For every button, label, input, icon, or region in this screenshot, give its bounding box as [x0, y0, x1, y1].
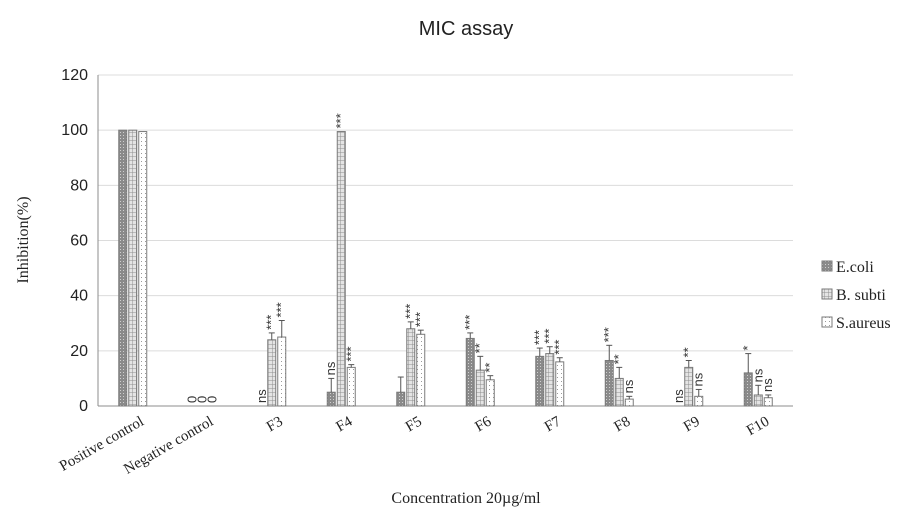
gridlines [98, 74, 793, 352]
significance-label: *** [542, 329, 557, 344]
y-tick-label: 20 [70, 343, 88, 360]
legend: E.coli B. subti S.aureus [821, 259, 891, 332]
significance-label: ns [691, 372, 706, 386]
category-label: F3 [264, 414, 286, 436]
bar-ecoli [535, 355, 545, 407]
y-tick-label: 120 [61, 67, 88, 84]
significance-label: ns [750, 368, 765, 382]
category-label: F10 [744, 414, 772, 440]
bar-saureus [555, 361, 565, 407]
significance-label: 0 [194, 396, 209, 403]
significance-label: *** [343, 346, 358, 361]
significance-label: ns [254, 389, 269, 403]
bar-saureus [763, 397, 773, 407]
bars: 000 ns******ns************ ***************… [118, 113, 775, 407]
bar-saureus [346, 366, 356, 407]
y-axis-title: Inhibition(%) [15, 196, 32, 283]
legend-label: S.aureus [836, 315, 891, 332]
category-label: F5 [403, 414, 425, 436]
y-tick-label: 100 [61, 122, 88, 139]
category-label: F6 [473, 413, 495, 435]
category-label: F7 [542, 413, 564, 435]
bar-ecoli [118, 129, 128, 407]
bar-bsubtilis [336, 131, 346, 407]
chart-title: MIC assay [419, 18, 513, 40]
x-axis-title: Concentration 20µg/ml [391, 490, 541, 507]
significance-label: *** [333, 113, 348, 128]
bar-saureus [416, 333, 426, 407]
bar-bsubtilis [545, 353, 555, 407]
significance-label: ns [621, 379, 636, 393]
legend-swatch [821, 288, 833, 300]
bar-saureus [624, 398, 634, 407]
significance-label: * [740, 346, 755, 351]
y-axis-ticks: 0 20 40 60 80 100 120 [61, 67, 88, 415]
y-tick-label: 0 [79, 398, 88, 415]
bar-ecoli [604, 359, 614, 407]
significance-label: ** [472, 343, 487, 353]
legend-label: E.coli [836, 259, 874, 276]
bar-bsubtilis [475, 369, 485, 407]
legend-swatch [821, 316, 833, 328]
significance-label: *** [413, 312, 428, 327]
legend-swatch [821, 260, 833, 272]
bar-saureus [694, 395, 704, 407]
significance-label: ns [760, 378, 775, 392]
significance-label: 0 [184, 396, 199, 403]
bar-saureus [485, 379, 495, 407]
bar-bsubtilis [406, 328, 416, 407]
significance-label: ** [482, 363, 497, 373]
significance-label: ns [323, 361, 338, 375]
category-label: F4 [334, 413, 356, 435]
significance-label: ** [681, 347, 696, 357]
significance-label: *** [274, 302, 289, 317]
significance-label: *** [552, 340, 567, 355]
significance-label: *** [532, 330, 547, 345]
bar-saureus [277, 336, 287, 407]
significance-label: ns [671, 389, 686, 403]
bar-bsubtilis [753, 394, 763, 407]
bar-bsubtilis [267, 339, 277, 407]
category-label: F8 [612, 414, 634, 436]
bar-ecoli [326, 391, 336, 407]
significance-label: 0 [204, 396, 219, 403]
significance-label: *** [601, 327, 616, 342]
significance-label: ** [611, 354, 626, 364]
significance-label: *** [462, 315, 477, 330]
bar-bsubtilis [128, 129, 138, 407]
y-tick-label: 40 [70, 288, 88, 305]
bar-ecoli [396, 391, 406, 407]
category-label: F9 [681, 414, 703, 436]
significance-label: *** [403, 304, 418, 319]
y-tick-label: 60 [70, 233, 88, 250]
bar-saureus [138, 131, 148, 407]
legend-label: B. subti [836, 287, 886, 304]
significance-label: *** [264, 315, 279, 330]
y-tick-label: 80 [70, 177, 88, 194]
